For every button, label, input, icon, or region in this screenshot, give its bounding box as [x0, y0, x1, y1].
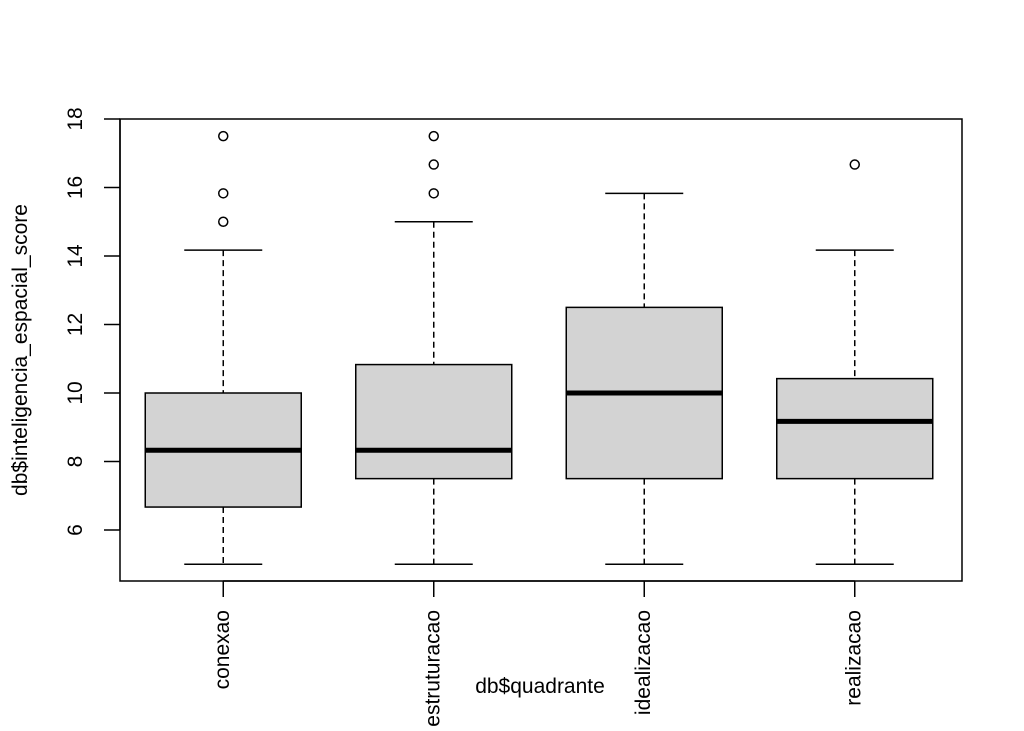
- x-tick-label: idealizacao: [632, 610, 655, 715]
- y-tick-label: 6: [64, 524, 87, 536]
- x-axis-label: db$quadrante: [475, 675, 605, 698]
- outlier-point: [218, 188, 229, 199]
- plot-frame: [119, 118, 963, 582]
- iqr-box: [776, 377, 934, 480]
- iqr-box: [355, 363, 513, 480]
- x-tick-label: realizacao: [842, 610, 865, 706]
- y-tick-label: 10: [64, 381, 87, 404]
- y-tick-label: 14: [64, 244, 87, 268]
- outlier-point: [849, 159, 860, 170]
- y-tick-label: 8: [64, 456, 87, 468]
- outlier-point: [218, 216, 229, 227]
- y-tick-label: 18: [64, 107, 87, 130]
- outlier-point: [428, 159, 439, 170]
- outlier-point: [428, 130, 439, 142]
- y-tick-label: 12: [64, 313, 87, 336]
- x-axis: conexao estruturacao idealizacao realizacao: [211, 580, 865, 727]
- y-axis-label: db$inteligencia_espacial_score: [9, 204, 32, 496]
- y-axis: 6 8 10 12 14 16 18: [64, 107, 121, 536]
- box-estruturacao: [355, 130, 513, 565]
- outlier-point: [218, 130, 229, 142]
- box-realizacao: [776, 159, 934, 565]
- boxes-group: [144, 130, 934, 565]
- box-conexao: [144, 130, 302, 565]
- x-tick-label: conexao: [211, 610, 234, 689]
- y-tick-label: 16: [64, 176, 87, 199]
- x-tick-label: estruturacao: [421, 610, 444, 727]
- outlier-point: [428, 188, 439, 199]
- box-idealizacao: [565, 192, 723, 565]
